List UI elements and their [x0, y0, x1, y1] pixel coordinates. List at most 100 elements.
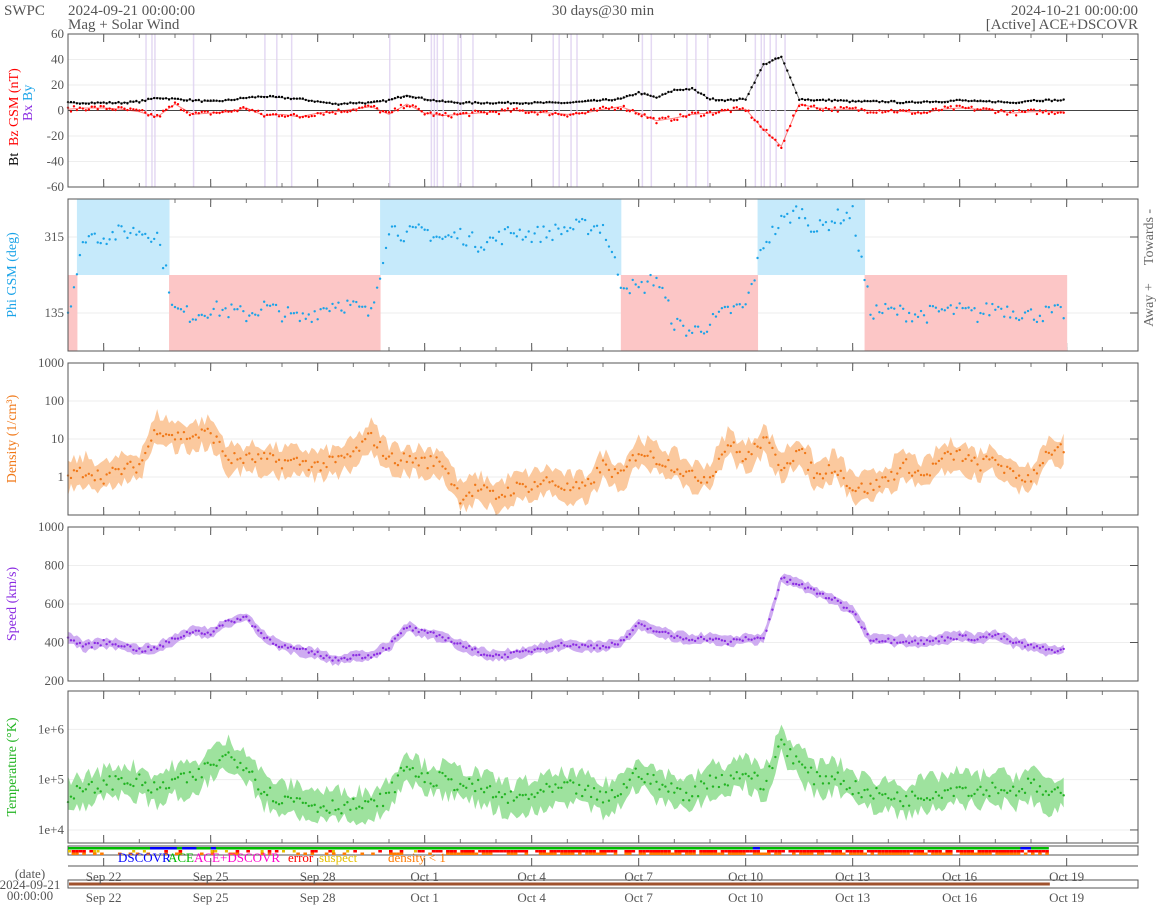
- phi-data-point: [607, 245, 611, 248]
- bz-south-band: [558, 34, 560, 187]
- speed-data-point: [780, 577, 783, 580]
- bz-data-point: [649, 116, 652, 119]
- speed-data-point: [155, 647, 159, 650]
- bt-data-point: [649, 94, 652, 97]
- away-fill: [1013, 275, 1017, 351]
- phi-data-point: [515, 235, 519, 238]
- phi-data-point: [696, 325, 700, 328]
- temperature-data-point: [952, 794, 955, 798]
- density-data-point: [482, 484, 486, 487]
- status-suspect-mark: [92, 850, 96, 853]
- phi-data-point: [655, 276, 658, 280]
- density-data-point: [940, 457, 944, 460]
- bz-data-point: [277, 115, 281, 118]
- bt-data-point: [141, 98, 144, 102]
- bz-data-point: [1062, 111, 1065, 114]
- bt-data-point: [375, 100, 379, 103]
- phi-data-point: [209, 313, 212, 316]
- towards-fill: [799, 199, 803, 275]
- status-error-mark: [870, 850, 875, 853]
- temperature-data-point: [453, 788, 456, 792]
- temperature-data-point: [239, 761, 242, 765]
- status-suspect-mark: [292, 850, 296, 853]
- bz-data-point: [212, 111, 215, 114]
- speed-data-point: [720, 639, 724, 642]
- bt-data-point: [387, 98, 391, 101]
- bz-data-point: [343, 110, 346, 113]
- status-error-mark: [948, 850, 953, 853]
- bt-data-point: [280, 95, 284, 99]
- mag-ylabel: Bt Bz GSM (nT) Bx By: [7, 68, 36, 166]
- bt-data-point: [753, 81, 756, 84]
- bt-data-point: [117, 100, 120, 104]
- status-error-mark: [795, 850, 800, 853]
- status-error-mark: [1041, 850, 1046, 853]
- density-data-point: [1059, 443, 1062, 446]
- bz-data-point: [592, 107, 596, 111]
- bt-data-point: [459, 102, 462, 105]
- speed-data-point: [399, 632, 403, 635]
- x-tick-label-overview: Oct 13: [835, 890, 870, 905]
- density-data-point: [729, 444, 733, 448]
- speed-data-point: [313, 653, 316, 656]
- away-fill: [1016, 275, 1020, 351]
- temperature-data-point: [369, 798, 373, 801]
- density-data-point: [471, 494, 474, 498]
- density-data-point: [625, 465, 628, 468]
- bz-data-point: [1023, 110, 1027, 114]
- density-data-point: [676, 468, 679, 471]
- bt-data-point: [129, 100, 132, 103]
- bz-data-point: [869, 111, 872, 114]
- away-fill: [172, 275, 176, 351]
- phi-data-point: [179, 308, 183, 311]
- status-dscovr-segment: [752, 847, 760, 850]
- bt-data-point: [533, 100, 536, 104]
- density-data-point: [506, 486, 510, 489]
- temperature-data-point: [298, 797, 302, 800]
- phi-data-point: [259, 308, 263, 311]
- status-density-mark: [774, 852, 778, 855]
- away-fill: [745, 275, 750, 351]
- away-fill: [915, 275, 919, 351]
- status-error-mark: [838, 850, 842, 853]
- temperature-data-point: [1059, 791, 1062, 795]
- speed-data-point: [753, 637, 756, 640]
- away-fill: [1045, 275, 1050, 351]
- temperature-data-point: [655, 780, 658, 783]
- temperature-data-point: [138, 773, 141, 776]
- phi-data-point: [1003, 315, 1006, 318]
- temperature-data-point: [610, 788, 614, 792]
- speed-data-point: [447, 636, 450, 640]
- away-fill: [995, 275, 999, 351]
- temperature-data-point: [827, 782, 831, 785]
- phi-data-point: [765, 240, 768, 244]
- density-data-point: [756, 445, 759, 448]
- temperature-data-point: [741, 773, 744, 776]
- phi-data-point: [857, 249, 860, 252]
- speed-data-point: [515, 649, 519, 653]
- speed-data-point: [601, 644, 605, 648]
- speed-data-point: [384, 648, 388, 651]
- status-density-mark: [717, 852, 721, 855]
- away-fill: [1028, 275, 1032, 351]
- temperature-data-point: [863, 788, 866, 792]
- speed-data-point: [328, 656, 331, 659]
- phi-data-point: [265, 304, 269, 307]
- bt-data-point: [616, 97, 620, 100]
- status-error-mark: [877, 850, 882, 853]
- status-error-mark: [685, 850, 689, 853]
- temperature-data-point: [893, 797, 896, 800]
- density-data-point: [144, 451, 147, 455]
- away-fill: [264, 275, 268, 351]
- status-density-mark: [549, 852, 554, 855]
- density-data-point: [783, 466, 786, 470]
- phi-data-point: [307, 313, 310, 316]
- bt-data-point: [393, 96, 397, 100]
- status-density-mark: [267, 852, 272, 855]
- speed-data-point: [215, 626, 218, 630]
- temperature-data-point: [949, 787, 952, 790]
- temperature-data-point: [720, 773, 724, 777]
- density-data-point: [280, 467, 284, 470]
- phi-data-point: [973, 307, 976, 310]
